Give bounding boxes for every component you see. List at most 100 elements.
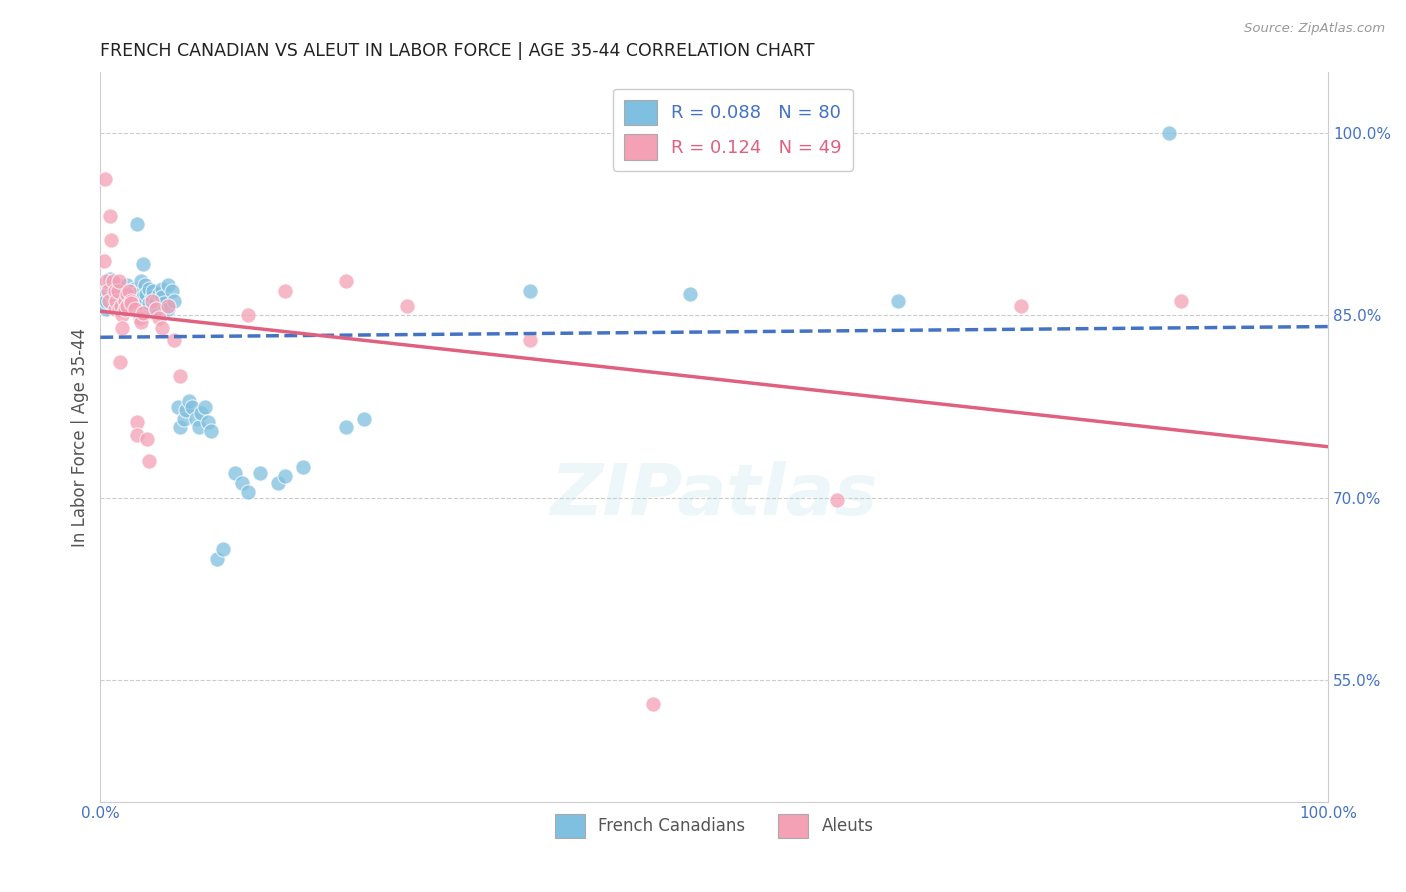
Point	[129, 275, 152, 289]
Point	[396, 299, 419, 313]
Point	[132, 306, 155, 320]
Point	[97, 293, 120, 308]
Point	[110, 299, 132, 313]
Point	[117, 284, 139, 298]
Point	[887, 293, 910, 308]
Point	[96, 302, 118, 317]
Point	[150, 320, 173, 334]
Point	[117, 278, 139, 293]
Point	[138, 454, 160, 468]
Point	[148, 286, 170, 301]
Legend: French Canadians, Aleuts: French Canadians, Aleuts	[548, 807, 880, 845]
Point	[335, 420, 357, 434]
Point	[122, 282, 145, 296]
Point	[124, 302, 146, 317]
Point	[156, 299, 179, 313]
Point	[641, 698, 664, 712]
Text: Source: ZipAtlas.com: Source: ZipAtlas.com	[1244, 22, 1385, 36]
Point	[105, 293, 128, 308]
Point	[107, 302, 129, 317]
Point	[128, 284, 150, 298]
Point	[111, 309, 134, 323]
Point	[138, 296, 160, 310]
Point	[145, 293, 167, 308]
Point	[184, 411, 207, 425]
Point	[114, 302, 136, 317]
Point	[273, 284, 295, 298]
Point	[107, 275, 129, 289]
Point	[1010, 299, 1032, 313]
Point	[194, 400, 217, 414]
Point	[96, 275, 118, 289]
Point	[107, 278, 129, 293]
Point	[94, 172, 117, 186]
Point	[111, 320, 134, 334]
Y-axis label: In Labor Force | Age 35-44: In Labor Force | Age 35-44	[72, 327, 89, 547]
Point	[129, 314, 152, 328]
Point	[153, 296, 176, 310]
Point	[173, 411, 195, 425]
Point	[200, 424, 222, 438]
Point	[104, 296, 127, 310]
Point	[150, 282, 173, 296]
Point	[114, 293, 136, 308]
Point	[98, 272, 121, 286]
Point	[156, 278, 179, 293]
Point	[169, 369, 191, 384]
Point	[187, 420, 209, 434]
Point	[145, 302, 167, 317]
Point	[104, 286, 127, 301]
Point	[160, 284, 183, 298]
Point	[1157, 126, 1180, 140]
Point	[127, 293, 149, 308]
Point	[197, 416, 219, 430]
Point	[120, 284, 142, 298]
Text: FRENCH CANADIAN VS ALEUT IN LABOR FORCE | AGE 35-44 CORRELATION CHART: FRENCH CANADIAN VS ALEUT IN LABOR FORCE …	[100, 42, 815, 60]
Point	[132, 257, 155, 271]
Point	[679, 286, 702, 301]
Point	[127, 217, 149, 231]
Point	[335, 275, 357, 289]
Point	[111, 282, 134, 296]
Point	[96, 293, 118, 308]
Point	[120, 290, 142, 304]
Point	[120, 296, 142, 310]
Point	[107, 302, 129, 317]
Point	[136, 433, 159, 447]
Point	[93, 253, 115, 268]
Point	[236, 484, 259, 499]
Point	[141, 290, 163, 304]
Point	[101, 290, 124, 304]
Point	[519, 333, 541, 347]
Point	[1170, 293, 1192, 308]
Point	[98, 209, 121, 223]
Point	[98, 279, 121, 293]
Point	[111, 299, 134, 313]
Point	[267, 476, 290, 491]
Point	[101, 275, 124, 289]
Point	[97, 284, 120, 298]
Point	[231, 476, 253, 491]
Point	[224, 467, 246, 481]
Point	[127, 416, 149, 430]
Point	[108, 354, 131, 368]
Point	[181, 400, 204, 414]
Point	[142, 284, 165, 298]
Point	[107, 286, 129, 301]
Point	[120, 302, 142, 317]
Point	[176, 403, 198, 417]
Point	[135, 286, 157, 301]
Point	[100, 233, 122, 247]
Point	[104, 302, 127, 317]
Point	[107, 284, 129, 298]
Point	[169, 420, 191, 434]
Point	[205, 551, 228, 566]
Point	[114, 284, 136, 298]
Point	[519, 284, 541, 298]
Point	[111, 290, 134, 304]
Point	[212, 541, 235, 556]
Point	[177, 393, 200, 408]
Point	[150, 290, 173, 304]
Point	[117, 299, 139, 313]
Point	[141, 293, 163, 308]
